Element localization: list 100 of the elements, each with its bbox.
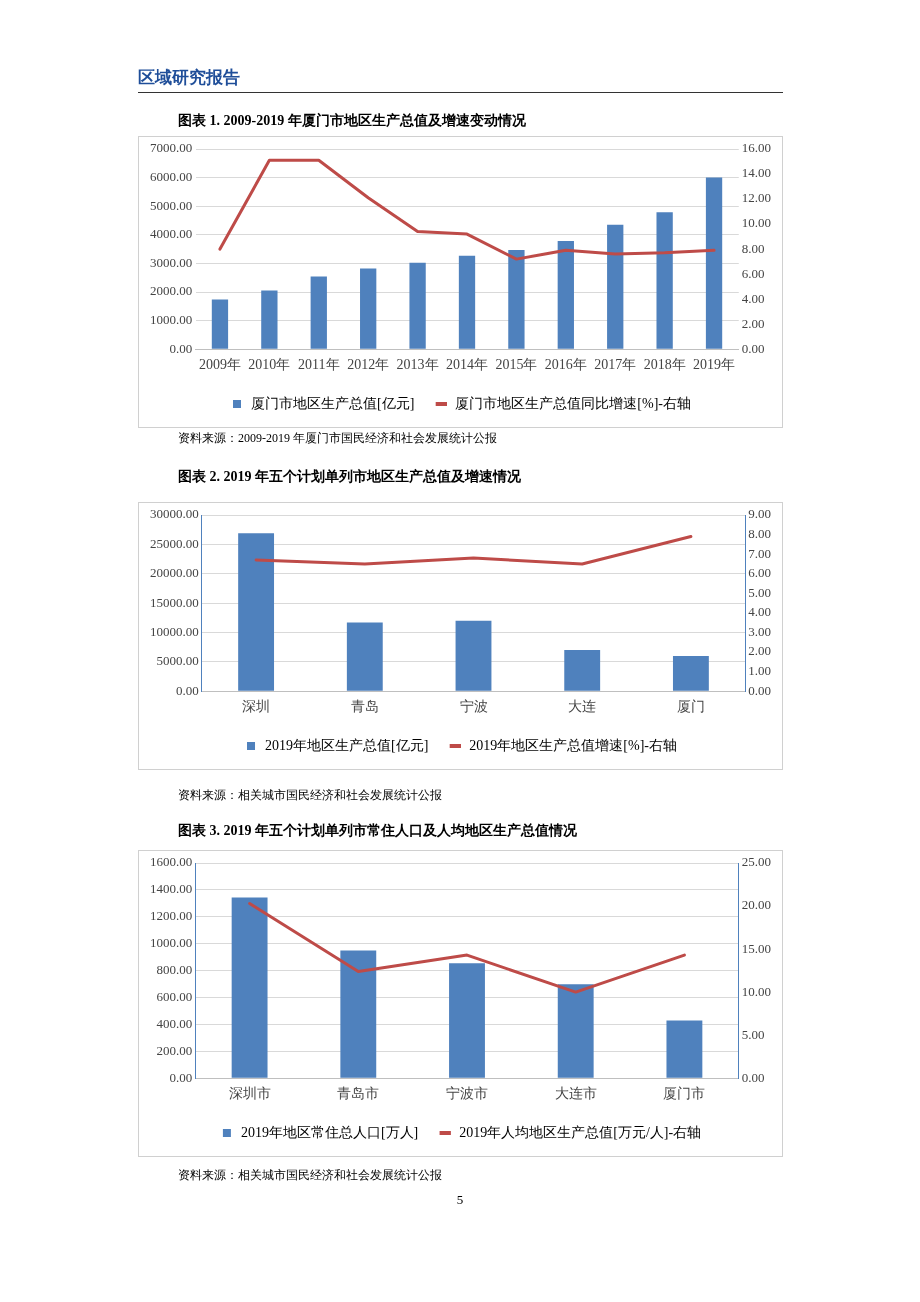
bar [449, 963, 485, 1078]
y2-tick-label: 2.00 [741, 315, 765, 331]
y2-tick-label: 15.00 [741, 940, 771, 956]
bar [666, 1020, 703, 1078]
x-tick-label: 2013年 [396, 357, 439, 373]
bar [238, 533, 275, 691]
y2-tick-label: 25.00 [741, 854, 771, 870]
y2-tick-label: 5.00 [748, 584, 771, 600]
x-tick-label: 2018年 [643, 357, 686, 373]
y-tick-label: 0.00 [176, 682, 199, 698]
bar [261, 290, 278, 349]
x-tick-label: 青岛 [350, 699, 379, 715]
bar [557, 984, 594, 1078]
bar [360, 268, 377, 349]
chart-title: 图表 3. 2019 年五个计划单列市常住人口及人均地区生产总值情况 [178, 822, 577, 840]
x-tick-label: 宁波 [459, 699, 488, 715]
chart-title: 图表 2. 2019 年五个计划单列市地区生产总值及增速情况 [178, 468, 521, 486]
x-tick-label: 2009年 [198, 357, 241, 373]
legend-label: 2019年地区常住总人口[万人] [240, 1124, 419, 1140]
y2-tick-label: 16.00 [741, 140, 771, 156]
y-tick-label: 3000.00 [150, 254, 193, 270]
x-tick-label: 深圳市 [228, 1086, 271, 1102]
x-tick-label: 深圳 [242, 699, 271, 715]
text: 资料来源：2009-2019 年厦门市国民经济和社会发展统计公报 [178, 430, 497, 447]
y2-tick-label: 7.00 [748, 545, 771, 561]
chart-title: 图表 1. 2009-2019 年厦门市地区生产总值及增速变动情况 [178, 112, 526, 130]
y-tick-label: 600.00 [156, 988, 193, 1004]
text: 资料来源：相关城市国民经济和社会发展统计公报 [178, 787, 442, 804]
y2-tick-label: 6.00 [741, 265, 765, 281]
bar [672, 655, 709, 691]
y2-tick-label: 0.00 [741, 1069, 765, 1085]
y2-tick-label: 14.00 [741, 165, 771, 181]
y2-tick-label: 12.00 [741, 190, 771, 206]
x-tick-label: 宁波市 [446, 1086, 488, 1102]
y2-tick-label: 2.00 [748, 643, 771, 659]
bar [231, 897, 268, 1078]
legend-label: 2019年地区生产总值[亿元] [265, 737, 429, 753]
y-tick-label: 10000.00 [150, 623, 199, 639]
x-tick-label: 2015年 [495, 357, 538, 373]
y-tick-label: 2000.00 [150, 283, 193, 299]
y-tick-label: 4000.00 [150, 226, 193, 242]
legend-label: 厦门市地区生产总值[亿元] [251, 395, 415, 411]
y-tick-label: 0.00 [169, 1069, 193, 1085]
y-tick-label: 1000.00 [150, 312, 193, 328]
bar [564, 650, 601, 691]
x-tick-label: 2012年 [347, 357, 390, 373]
y2-tick-label: 3.00 [748, 623, 771, 639]
y2-tick-label: 9.00 [748, 506, 771, 522]
x-tick-label: 大连 [568, 699, 597, 715]
bar [455, 620, 492, 691]
bar [508, 249, 525, 349]
bar [557, 241, 574, 349]
x-tick-label: 2017年 [594, 357, 637, 373]
y-tick-label: 1000.00 [150, 935, 193, 951]
y2-tick-label: 20.00 [741, 897, 771, 913]
y-tick-label: 400.00 [156, 1015, 193, 1031]
text: 5 [455, 1192, 465, 1208]
bar [656, 212, 673, 349]
x-tick-label: 2011年 [298, 357, 340, 373]
y-tick-label: 200.00 [156, 1042, 193, 1058]
y-tick-label: 5000.00 [156, 653, 199, 669]
bar [705, 177, 723, 349]
text: 区域研究报告 [138, 66, 240, 89]
x-tick-label: 2010年 [248, 357, 291, 373]
y-tick-label: 1400.00 [150, 881, 193, 897]
y2-tick-label: 8.00 [748, 526, 771, 541]
legend-label: 2019年地区生产总值增速[%]-右轴 [469, 737, 677, 753]
x-tick-label: 2014年 [446, 357, 488, 373]
x-tick-label: 青岛市 [337, 1086, 380, 1102]
y-tick-label: 1200.00 [150, 908, 193, 924]
y-tick-label: 30000.00 [150, 506, 199, 522]
y2-tick-label: 6.00 [748, 565, 771, 581]
y2-tick-label: 4.00 [741, 290, 765, 306]
y-tick-label: 25000.00 [150, 535, 199, 551]
y-tick-label: 6000.00 [150, 169, 193, 185]
y-tick-label: 15000.00 [150, 594, 199, 610]
legend-label: 厦门市地区生产总值同比增速[%]-右轴 [455, 395, 691, 411]
y-tick-label: 800.00 [156, 962, 193, 978]
bar [211, 299, 229, 349]
x-tick-label: 2019年 [693, 357, 736, 373]
bar [409, 262, 426, 349]
bar [340, 950, 377, 1078]
y2-tick-label: 1.00 [748, 663, 771, 679]
bar [310, 276, 327, 349]
x-tick-label: 2016年 [544, 357, 587, 373]
x-tick-label: 大连市 [554, 1086, 597, 1102]
y-tick-label: 20000.00 [150, 565, 199, 581]
y-tick-label: 7000.00 [150, 140, 193, 156]
y-tick-label: 5000.00 [150, 197, 193, 213]
y2-tick-label: 0.00 [741, 340, 765, 356]
y2-tick-label: 4.00 [748, 604, 771, 620]
y2-tick-label: 8.00 [741, 240, 765, 256]
x-tick-label: 厦门市 [663, 1086, 706, 1102]
y2-tick-label: 5.00 [741, 1026, 765, 1042]
x-tick-label: 厦门 [676, 699, 705, 715]
bar [458, 255, 476, 349]
y2-tick-label: 10.00 [741, 215, 771, 231]
y-tick-label: 1600.00 [150, 854, 193, 870]
y2-tick-label: 10.00 [741, 983, 771, 999]
text: 资料来源：相关城市国民经济和社会发展统计公报 [178, 1167, 442, 1184]
